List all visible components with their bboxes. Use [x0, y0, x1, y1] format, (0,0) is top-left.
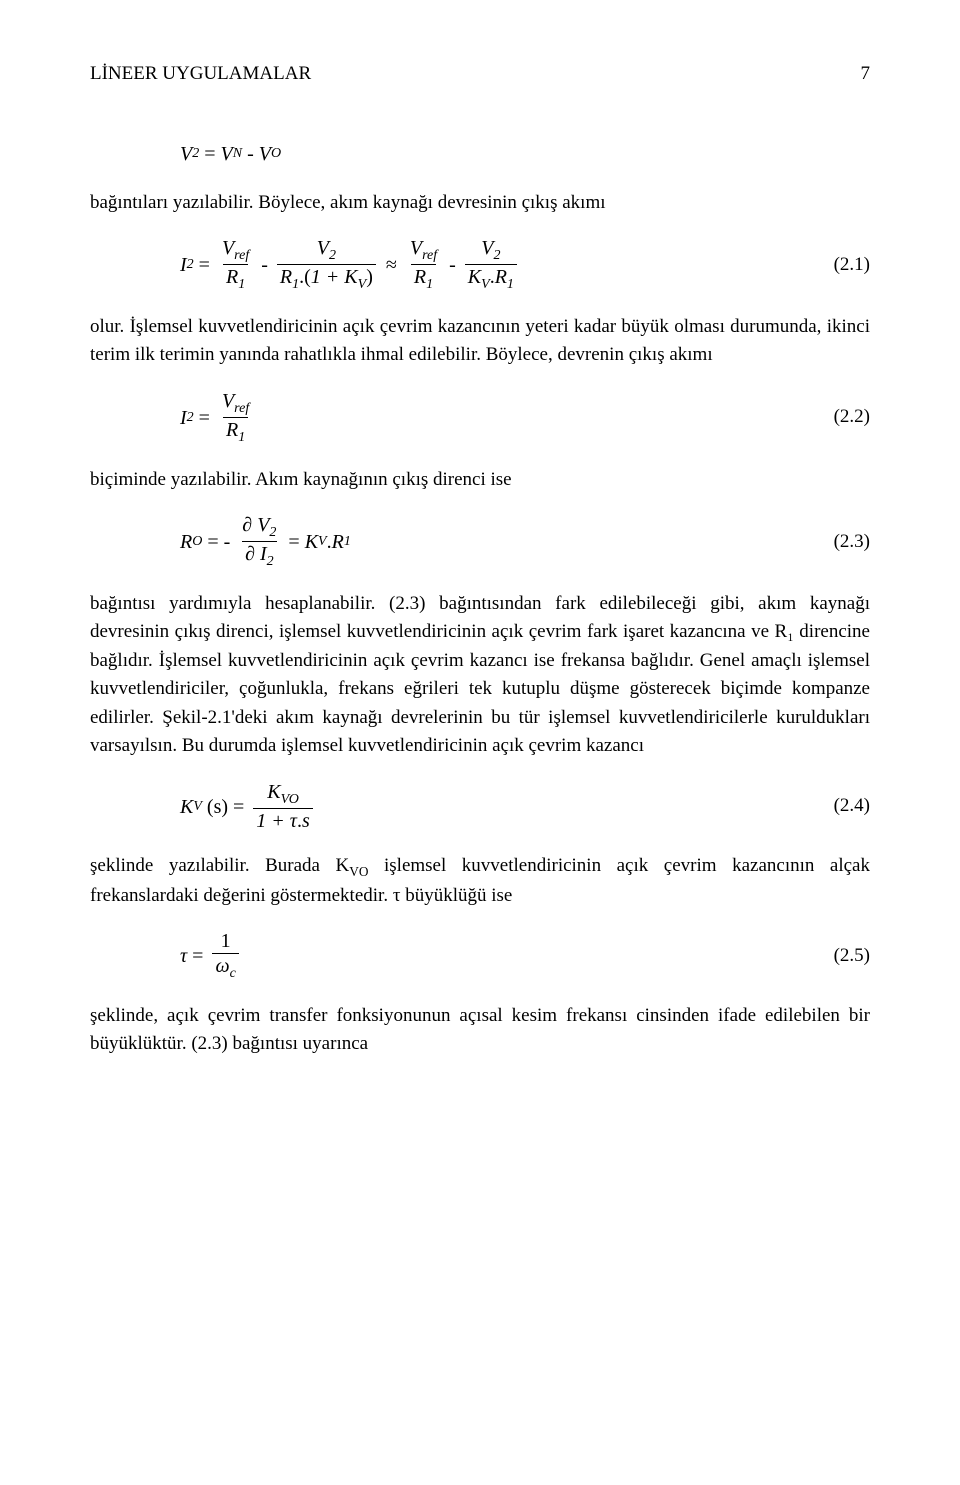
equation-2-3-number: (2.3)	[810, 528, 870, 557]
equation-intro-body: V2 = VN - VO	[180, 139, 870, 169]
equation-2-5-body: τ = 1 ωc	[180, 930, 810, 981]
equation-2-2-body: I2 = Vref R1	[180, 390, 810, 446]
header-title: LİNEER UYGULAMALAR	[90, 60, 311, 89]
equation-2-1-body: I2 = Vref R1 - V2 R1.(1 + KV) ≈ Vref R1 …	[180, 237, 810, 293]
paragraph-4: bağıntısı yardımıyla hesaplanabilir. (2.…	[90, 590, 870, 761]
equation-2-2: I2 = Vref R1 (2.2)	[90, 390, 870, 446]
equation-2-4-number: (2.4)	[810, 792, 870, 821]
equation-2-4: KV (s) = KVO 1 + τ.s (2.4)	[90, 781, 870, 832]
paragraph-6: şeklinde, açık çevrim transfer fonksiyon…	[90, 1002, 870, 1059]
equation-2-5: τ = 1 ωc (2.5)	[90, 930, 870, 981]
equation-intro: V2 = VN - VO	[90, 139, 870, 169]
page-header: LİNEER UYGULAMALAR 7	[90, 60, 870, 89]
equation-2-5-number: (2.5)	[810, 942, 870, 971]
equation-2-3-body: RO = - ∂ V2 ∂ I2 = KV.R1	[180, 514, 810, 570]
paragraph-5: şeklinde yazılabilir. Burada KVO işlemse…	[90, 852, 870, 910]
header-page-number: 7	[861, 60, 871, 89]
equation-2-1-number: (2.1)	[810, 251, 870, 280]
equation-2-4-body: KV (s) = KVO 1 + τ.s	[180, 781, 810, 832]
paragraph-3: biçiminde yazılabilir. Akım kaynağının ç…	[90, 466, 870, 495]
paragraph-1: bağıntıları yazılabilir. Böylece, akım k…	[90, 189, 870, 218]
equation-2-2-number: (2.2)	[810, 403, 870, 432]
paragraph-2: olur. İşlemsel kuvvetlendiricinin açık ç…	[90, 313, 870, 370]
equation-2-3: RO = - ∂ V2 ∂ I2 = KV.R1 (2.3)	[90, 514, 870, 570]
equation-2-1: I2 = Vref R1 - V2 R1.(1 + KV) ≈ Vref R1 …	[90, 237, 870, 293]
